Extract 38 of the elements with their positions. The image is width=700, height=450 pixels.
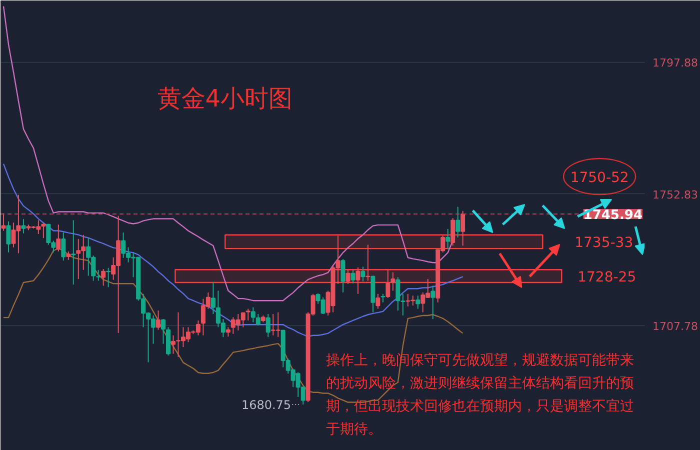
line-series <box>2 163 464 338</box>
y-tick-label: 1707.78 <box>652 320 698 333</box>
annotation: 1680.75 <box>241 398 292 412</box>
candlestick <box>71 220 76 286</box>
candlestick <box>226 326 230 338</box>
candlestick <box>156 310 161 330</box>
candlestick <box>350 269 356 284</box>
candlestick <box>430 285 436 320</box>
text: 黄金4小时图 <box>157 84 293 112</box>
candlestick <box>101 268 106 286</box>
candlestick <box>166 326 170 356</box>
candlestick <box>390 272 396 292</box>
text: 1750-52 <box>570 170 629 186</box>
candlestick <box>21 218 26 234</box>
band-label: 1728-25 <box>578 270 636 286</box>
candlestick <box>56 224 61 252</box>
candlestick <box>446 228 450 250</box>
candlestick <box>356 266 360 294</box>
candlestick <box>346 269 350 284</box>
candlestick <box>450 218 456 246</box>
candlestick <box>456 206 460 238</box>
candlestick <box>161 318 166 344</box>
ref-line-label: 1745.94 <box>583 208 643 223</box>
candlestick <box>106 267 111 288</box>
candlestick <box>416 295 420 310</box>
candlestick <box>1 212 6 232</box>
candlestick <box>460 210 466 246</box>
candlestick <box>246 308 250 321</box>
y-tick-label: 1752.83 <box>652 188 698 202</box>
y-tick-label: 1797.88 <box>652 56 698 70</box>
candlestick <box>386 268 390 298</box>
candlestick <box>340 258 346 293</box>
candlestick <box>360 266 366 282</box>
candlestick <box>266 314 270 338</box>
candlestick <box>376 293 380 310</box>
candlestick <box>6 220 11 253</box>
band-label: 1735-33 <box>574 235 634 252</box>
candlestick <box>61 232 66 262</box>
